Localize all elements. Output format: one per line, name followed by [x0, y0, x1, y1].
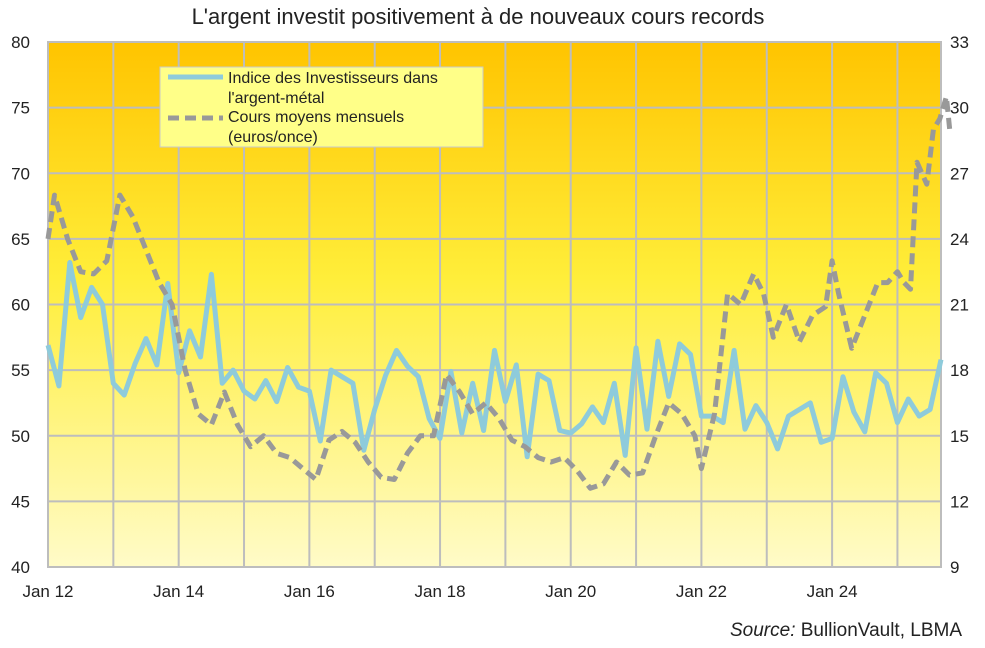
y-right-tick-label: 18: [950, 361, 969, 380]
x-tick-label: Jan 18: [415, 582, 466, 601]
series-line-1: [45, 94, 953, 491]
legend-box: [159, 66, 484, 148]
x-tick-label: Jan 22: [676, 582, 727, 601]
y-left-tick-label: 45: [11, 492, 30, 511]
y-left-tick-label: 80: [11, 33, 30, 52]
y-left-tick-label: 40: [11, 558, 30, 577]
y-right-tick-label: 27: [950, 164, 969, 183]
y-left-tick-label: 70: [11, 164, 30, 183]
x-tick-label: Jan 16: [284, 582, 335, 601]
y-left-tick-label: 60: [11, 296, 30, 315]
x-tick-label: Jan 12: [22, 582, 73, 601]
x-axis-ticks: Jan 12 Jan 14 Jan 16 Jan 18 Jan 20 Jan 22 Jan …: [22, 582, 857, 601]
y-left-tick-label: 65: [11, 230, 30, 249]
y-right-tick-label: 24: [950, 230, 969, 249]
y-left-tick-label: 50: [11, 427, 30, 446]
legend: Indice des Investisseurs dans l'argent-m…: [159, 66, 484, 148]
x-tick-label: Jan 14: [153, 582, 204, 601]
series-layer: [45, 94, 953, 491]
source-note: Source: BullionVault, LBMA: [730, 620, 962, 641]
y-right-tick-label: 33: [950, 33, 969, 52]
x-tick-label: Jan 24: [807, 582, 858, 601]
legend-label-indice-line1: Indice des Investisseurs dans: [228, 70, 438, 87]
left-axis-ticks: 40 45 50 55 60 65 70 75 80: [11, 33, 30, 577]
series-line-0: [45, 260, 944, 460]
y-right-tick-label: 30: [950, 99, 969, 118]
x-tick-label: Jan 20: [545, 582, 596, 601]
right-axis-ticks: 9 12 15 18 21 24 27 30 33: [950, 33, 969, 577]
y-right-tick-label: 21: [950, 296, 969, 315]
source-text: BullionVault, LBMA: [795, 620, 962, 641]
legend-label-cours-line2: (euros/once): [228, 129, 318, 146]
plot-frame: [47, 41, 942, 568]
y-right-tick-label: 9: [950, 558, 959, 577]
y-right-tick-label: 15: [950, 427, 969, 446]
chart-title: L'argent investit positivement à de nouv…: [192, 4, 765, 29]
y-left-tick-label: 55: [11, 361, 30, 380]
legend-label-indice-line2: l'argent-métal: [228, 90, 324, 107]
legend-label-cours-line1: Cours moyens mensuels: [228, 109, 404, 126]
source-label: Source:: [730, 620, 795, 641]
y-left-tick-label: 75: [11, 99, 30, 118]
y-right-tick-label: 12: [950, 492, 969, 511]
